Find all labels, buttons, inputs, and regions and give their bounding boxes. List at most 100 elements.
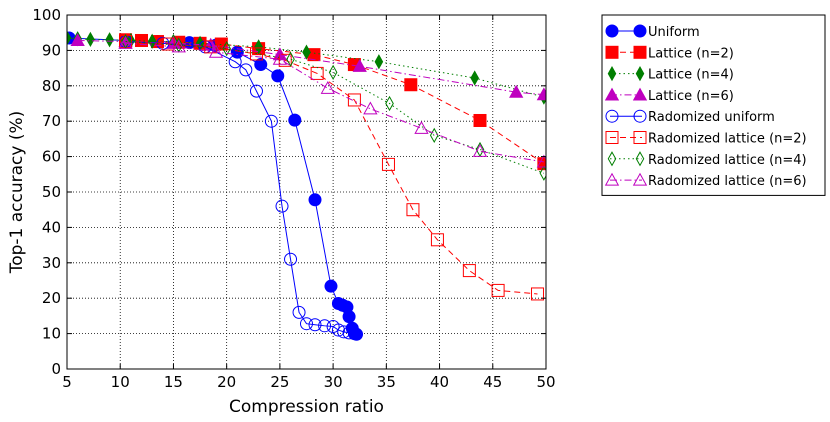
legend-marker xyxy=(605,131,619,144)
data-point xyxy=(271,69,285,83)
data-point xyxy=(318,319,332,333)
data-point xyxy=(308,318,322,332)
data-point xyxy=(406,203,420,217)
legend-marker xyxy=(607,151,617,167)
grid xyxy=(66,14,547,370)
x-axis-label: Compression ratio xyxy=(229,397,384,417)
data-point xyxy=(249,47,263,61)
data-point xyxy=(118,35,133,49)
data-point xyxy=(239,63,253,77)
x-tick-label: 10 xyxy=(111,373,130,391)
data-point xyxy=(272,51,288,65)
y-axis-label: Top-1 accuracy (%) xyxy=(7,111,27,275)
legend-marker xyxy=(633,131,647,144)
data-point xyxy=(404,78,418,92)
data-point xyxy=(491,283,505,297)
data-point xyxy=(320,80,335,94)
data-point xyxy=(300,317,313,331)
data-point xyxy=(539,165,546,181)
data-point xyxy=(473,113,487,127)
legend-marker xyxy=(632,172,648,186)
legend-marker xyxy=(607,65,617,82)
y-tick-label: 0 xyxy=(51,360,61,378)
series-layer xyxy=(67,30,546,341)
data-point xyxy=(337,325,351,339)
legend-entry: Uniform xyxy=(605,24,700,40)
data-point xyxy=(536,87,546,101)
data-point xyxy=(208,44,224,58)
legend-label: Lattice (n=6) xyxy=(648,89,734,104)
data-point xyxy=(254,39,263,55)
data-point xyxy=(537,157,546,171)
x-tick-label: 25 xyxy=(270,373,289,391)
data-point xyxy=(254,58,268,72)
legend-marker xyxy=(633,24,647,38)
x-tick-label: 35 xyxy=(377,373,396,391)
series-5 xyxy=(119,35,356,340)
x-tick-label: 40 xyxy=(430,373,449,391)
legend-entry: Lattice (n=4) xyxy=(607,65,734,83)
legend-marker xyxy=(604,87,620,101)
data-point xyxy=(381,157,395,171)
legend-label: Radomized lattice (n=6) xyxy=(648,174,807,189)
data-point xyxy=(331,323,345,337)
legend-entry: Radomized uniform xyxy=(605,109,775,125)
data-point xyxy=(292,305,306,319)
series-7 xyxy=(121,33,546,181)
plot-frame xyxy=(66,14,547,370)
data-point xyxy=(347,93,361,107)
y-tick-label: 30 xyxy=(42,254,61,272)
legend-marker xyxy=(605,24,619,38)
y-tick-label: 20 xyxy=(42,289,61,307)
legend-entry: Lattice (n=2) xyxy=(605,45,734,61)
data-point xyxy=(385,95,394,112)
data-point xyxy=(70,33,85,47)
legend-label: Lattice (n=2) xyxy=(648,46,734,61)
y-tick-label: 50 xyxy=(42,183,61,201)
data-point xyxy=(536,154,546,168)
data-point xyxy=(67,30,72,46)
legend-label: Radomized lattice (n=4) xyxy=(648,153,807,168)
series-line xyxy=(125,41,350,334)
data-point xyxy=(342,326,356,340)
data-point xyxy=(430,233,444,247)
legend-entry: Radomized lattice (n=6) xyxy=(604,172,807,189)
legend-label: Radomized uniform xyxy=(648,110,775,125)
data-point xyxy=(414,120,429,134)
legend-label: Uniform xyxy=(648,25,700,40)
x-tick-label: 15 xyxy=(164,373,183,391)
data-point xyxy=(264,114,278,128)
y-tick-label: 80 xyxy=(42,77,61,95)
data-point xyxy=(86,31,95,48)
data-point xyxy=(288,113,302,127)
series-line xyxy=(125,41,538,295)
data-point xyxy=(302,44,311,60)
data-point xyxy=(171,39,186,53)
data-point xyxy=(324,279,338,293)
data-point xyxy=(342,310,356,324)
data-point xyxy=(470,70,479,86)
data-point xyxy=(308,193,322,207)
series-2 xyxy=(119,33,546,171)
legend-entry: Radomized lattice (n=2) xyxy=(605,131,807,147)
data-point xyxy=(228,55,242,69)
tick-labels: 5 10 15 20 25 30 35 40 45 50 0 10 20 30 40 50 60 70 80 90 10… xyxy=(32,6,555,391)
y-tick-label: 40 xyxy=(42,218,61,236)
data-point xyxy=(472,143,488,157)
legend: Uniform Lattice (n=2) Lattice (n=4) Lattice… xyxy=(601,14,826,196)
legend-marker xyxy=(604,172,620,186)
data-point xyxy=(105,32,114,48)
legend-marker xyxy=(605,45,619,59)
data-point xyxy=(284,252,298,266)
data-point xyxy=(352,59,367,72)
legend-entry: Lattice (n=6) xyxy=(604,87,734,104)
data-point xyxy=(429,127,439,143)
x-tick-label: 50 xyxy=(536,373,555,391)
y-tick-label: 60 xyxy=(42,148,61,166)
series-1 xyxy=(67,31,364,341)
x-tick-label: 20 xyxy=(217,373,236,391)
series-line xyxy=(125,39,545,165)
series-8 xyxy=(118,35,546,168)
x-tick-label: 45 xyxy=(483,373,502,391)
